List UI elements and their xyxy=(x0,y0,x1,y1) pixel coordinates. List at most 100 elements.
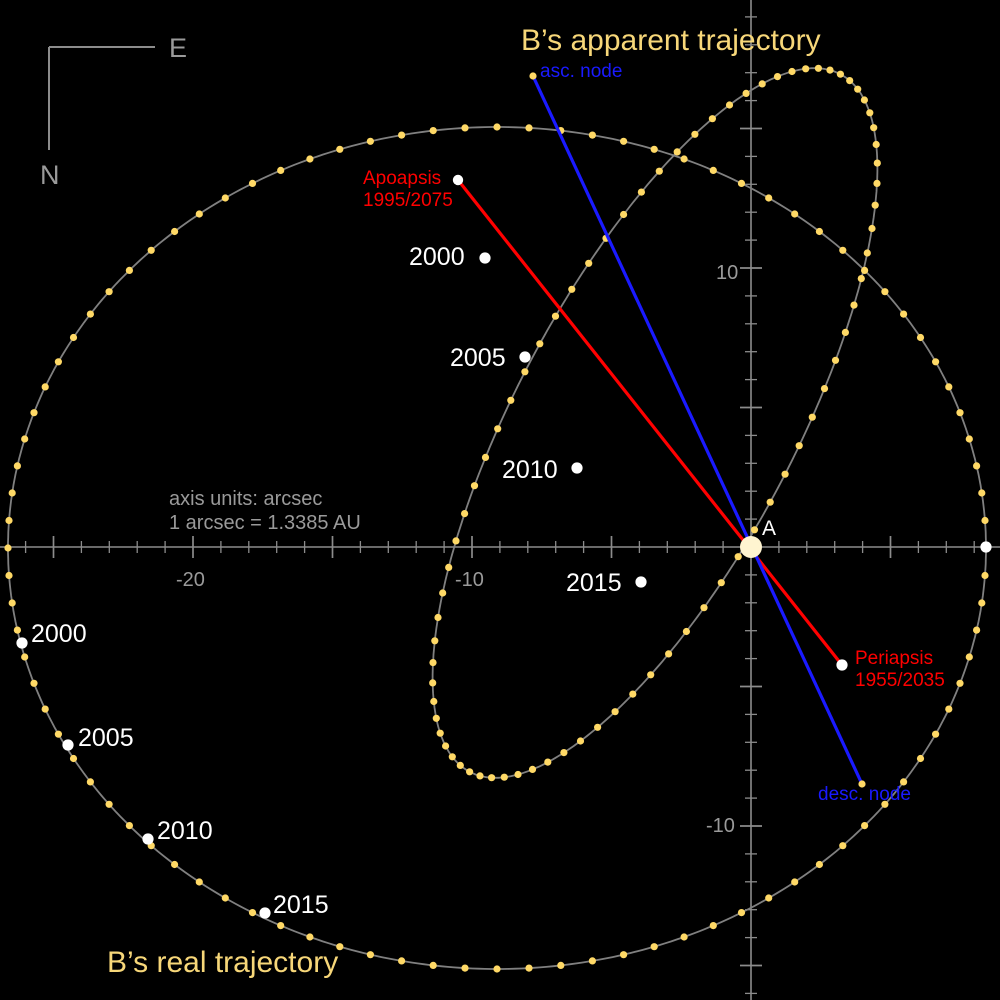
real-orbit-dot xyxy=(665,650,673,658)
real-orbit-dot xyxy=(431,637,439,645)
apparent-orbit-dot xyxy=(945,705,953,713)
real-orbit-node-marker xyxy=(980,541,992,553)
apparent-epoch-label-2015: 2015 xyxy=(566,569,622,597)
real-epoch-label-2005: 2005 xyxy=(78,724,134,752)
real-orbit-dot xyxy=(866,109,874,117)
real-orbit-dot xyxy=(500,773,508,781)
real-orbit-dot xyxy=(766,498,774,506)
apparent-orbit-dot xyxy=(461,124,469,132)
real-orbit-dot xyxy=(781,470,789,478)
apparent-orbit-dot xyxy=(8,489,16,497)
apparent-orbit-dot xyxy=(709,922,717,930)
apparent-orbit-dot xyxy=(248,179,257,187)
apparent-orbit-dot xyxy=(221,194,229,202)
apparent-orbit-dot xyxy=(765,894,773,902)
apparent-orbit-dot xyxy=(105,288,113,296)
apparent-orbit-dot xyxy=(4,544,12,552)
real-orbit-dot xyxy=(461,509,469,518)
apparent-orbit-dot xyxy=(900,310,908,318)
apparent-orbit-dot xyxy=(588,131,597,139)
real-orbit-dot xyxy=(691,130,699,138)
apparent-epoch-marker-2010 xyxy=(571,462,583,474)
real-orbit-dot xyxy=(871,201,879,209)
real-trajectory-path xyxy=(429,64,881,782)
apparent-orbit-dot xyxy=(493,123,501,131)
real-orbit-dot xyxy=(456,761,464,770)
apparent-orbit-dot xyxy=(839,842,847,850)
apparent-orbit-dot xyxy=(21,653,29,661)
apparent-orbit-dot xyxy=(932,730,940,738)
real-orbit-dot xyxy=(857,275,865,283)
apparent-trajectory-path xyxy=(4,123,990,973)
real-orbit-dot xyxy=(655,167,663,175)
compass-rose xyxy=(48,46,155,150)
apparent-orbit-dot xyxy=(13,626,21,634)
apparent-orbit-dot xyxy=(306,933,314,941)
real-orbit-dot xyxy=(442,742,450,750)
real-orbit-dot xyxy=(758,80,766,88)
real-orbit-dot xyxy=(773,73,782,81)
real-orbit-dot xyxy=(734,553,742,561)
real-epoch-marker-2015 xyxy=(259,907,271,919)
apparent-orbit-dot xyxy=(195,210,203,218)
axis-units-note-line1: axis units: arcsec xyxy=(169,488,323,510)
real-orbit-dot xyxy=(629,690,637,698)
apparent-orbit-dot xyxy=(13,462,21,470)
apparent-orbit-dot xyxy=(956,679,964,687)
desc-node-marker xyxy=(858,780,866,788)
real-orbit-dot xyxy=(700,604,708,612)
real-orbit-dot xyxy=(528,765,537,774)
apparent-orbit-dot xyxy=(105,800,113,808)
real-orbit-dot xyxy=(841,328,850,336)
apparent-orbit-dot xyxy=(69,754,78,763)
real-orbit-dot xyxy=(521,368,529,376)
asc-node-marker xyxy=(529,72,537,80)
real-orbit-dot xyxy=(536,340,544,348)
apparent-orbit-dot xyxy=(336,145,344,153)
real-epoch-label-2000: 2000 xyxy=(31,620,87,648)
apparent-orbit-dot xyxy=(336,943,344,951)
apparent-orbit-dot xyxy=(461,964,469,972)
real-orbit-dot xyxy=(637,188,646,196)
real-orbit-dot xyxy=(620,210,628,219)
apparent-orbit-dot xyxy=(815,227,824,236)
apparent-orbit-dot xyxy=(973,626,981,634)
real-orbit-dot xyxy=(445,563,453,572)
axis-units-note-line2: 1 arcsec = 1.3385 AU xyxy=(169,512,361,534)
real-orbit-dot xyxy=(594,723,602,731)
real-orbit-dot xyxy=(814,64,823,72)
apparent-orbit-dot xyxy=(41,705,49,713)
apparent-orbit-dot xyxy=(881,800,889,808)
real-orbit-dot xyxy=(448,753,456,761)
real-epoch-marker-2000 xyxy=(16,637,28,649)
apparent-orbit-dot xyxy=(815,860,824,869)
apparent-orbit-dot xyxy=(916,754,925,763)
real-orbit-dot xyxy=(432,714,440,722)
real-orbit-dot xyxy=(802,65,810,73)
apparent-orbit-dot xyxy=(981,516,989,525)
apparent-orbit-dot xyxy=(620,137,628,145)
real-orbit-dot xyxy=(873,159,881,167)
apparent-orbit-dot xyxy=(791,878,799,886)
apoapsis-label-text: Apoapsis xyxy=(363,168,442,189)
real-orbit-dot xyxy=(647,671,655,679)
real-orbit-dot xyxy=(860,96,869,104)
real-orbit-dot xyxy=(436,729,444,737)
real-orbit-dot xyxy=(585,259,593,267)
real-orbit-dot xyxy=(682,627,691,636)
apparent-orbit-dot xyxy=(956,409,964,417)
apparent-orbit-dot xyxy=(429,961,437,970)
apparent-orbit-dot xyxy=(30,409,38,417)
apparent-epoch-label-2000: 2000 xyxy=(409,243,465,271)
apparent-orbit-dot xyxy=(965,653,973,661)
real-orbit-dot xyxy=(611,708,619,716)
periapsis-marker xyxy=(836,659,848,671)
apparent-orbit-dot xyxy=(398,131,406,139)
apparent-orbit-dot xyxy=(965,435,973,443)
real-orbit-dot xyxy=(808,413,816,421)
y-tick-label--10: -10 xyxy=(706,815,735,837)
apparent-orbit-dot xyxy=(680,933,688,941)
x-tick-label--10: -10 xyxy=(455,569,484,591)
apparent-trajectory-title: B’s apparent trajectory xyxy=(521,24,821,57)
real-orbit-dot xyxy=(560,749,568,757)
